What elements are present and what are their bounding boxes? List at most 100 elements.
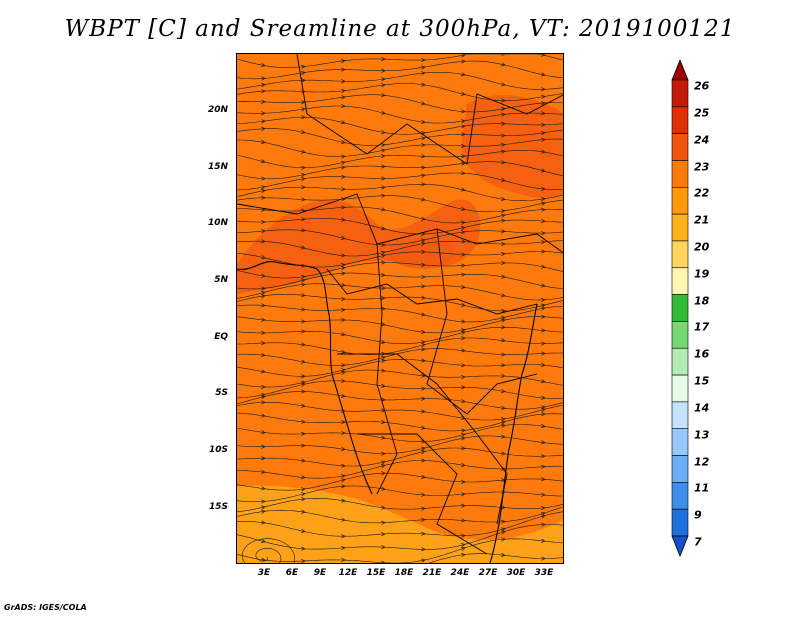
streamline xyxy=(237,472,563,491)
streamline-arrow xyxy=(461,503,466,508)
streamline-arrow xyxy=(341,307,346,313)
colorbar-segment xyxy=(671,133,689,161)
streamline-arrow xyxy=(541,522,546,527)
streamline-arrow xyxy=(381,154,386,159)
colorbar-segment xyxy=(671,401,689,430)
streamline xyxy=(237,60,563,80)
latitude-tick-label: 10N xyxy=(207,218,228,228)
country-borders xyxy=(237,54,563,555)
streamline-arrow xyxy=(301,431,306,436)
streamline-arrow xyxy=(261,330,266,336)
streamline xyxy=(237,128,563,146)
streamline-arrow xyxy=(421,131,426,136)
streamline-arrow xyxy=(541,454,546,459)
streamline-arrow xyxy=(301,149,306,154)
streamline-arrow xyxy=(381,435,386,440)
wbpt-warm-region-west xyxy=(237,199,481,294)
streamline-arrow xyxy=(501,352,506,357)
streamline-arrow xyxy=(341,283,346,288)
streamline-arrow xyxy=(501,389,506,394)
streamline-arrow xyxy=(501,308,506,314)
streamline-arrow xyxy=(341,545,346,551)
streamline-arrow xyxy=(421,386,426,391)
wbpt-cool-region-south xyxy=(237,485,563,563)
streamline-arrow xyxy=(501,160,506,165)
streamline-arrow xyxy=(541,87,546,92)
streamline-arrow xyxy=(541,94,546,99)
streamline-arrow xyxy=(301,78,306,83)
streamline-arrow xyxy=(301,165,306,170)
streamline xyxy=(237,402,563,421)
streamline xyxy=(237,251,563,268)
streamline-arrow xyxy=(541,240,546,245)
streamline xyxy=(237,304,563,323)
streamline-arrow xyxy=(541,249,546,254)
streamline-arrow xyxy=(421,241,426,246)
streamline-arrow xyxy=(301,177,306,182)
streamline-arrow xyxy=(461,446,466,451)
streamline-arrow xyxy=(541,477,546,482)
streamline-arrow xyxy=(501,62,506,67)
streamline-arrow xyxy=(541,168,546,173)
colorbar-tick-label: 23 xyxy=(694,160,710,173)
streamline xyxy=(237,424,563,442)
longitude-tick-label: 30E xyxy=(506,568,526,578)
streamline-arrow xyxy=(341,478,346,483)
streamline-arrow xyxy=(261,89,266,94)
streamline-arrow xyxy=(461,119,466,124)
colorbar-segment xyxy=(671,79,689,108)
streamline-arrow xyxy=(461,124,466,129)
streamline-arrow xyxy=(541,408,546,413)
streamline-arrow xyxy=(541,137,546,142)
streamline xyxy=(428,553,563,563)
streamline-arrow xyxy=(541,207,546,212)
streamline xyxy=(237,138,563,157)
streamline-arrow xyxy=(301,115,306,120)
streamline-arrow xyxy=(381,142,386,148)
streamline-arrow xyxy=(341,266,346,271)
streamline xyxy=(237,195,563,213)
streamline-arrow xyxy=(501,527,506,532)
longitude-tick-label: 15E xyxy=(366,568,386,578)
colorbar-tick-label: 17 xyxy=(694,320,710,334)
streamline xyxy=(237,369,563,388)
streamline-arrow xyxy=(261,352,266,358)
streamline-arrow xyxy=(461,132,466,137)
streamline-arrow xyxy=(341,88,346,93)
streamline-arrow xyxy=(341,463,346,468)
streamline-arrow xyxy=(461,252,466,257)
streamline-arrow xyxy=(261,239,266,244)
colorbar-tick-label: 24 xyxy=(694,133,710,147)
streamline-arrow xyxy=(381,544,386,550)
streamline xyxy=(237,538,563,563)
streamline xyxy=(237,485,563,502)
streamline-arrow xyxy=(341,262,346,267)
streamline-arrow xyxy=(421,562,422,563)
streamline-arrow xyxy=(541,506,546,511)
streamline-arrow xyxy=(501,537,506,542)
streamline-arrow xyxy=(381,253,386,258)
streamline-arrow xyxy=(261,76,266,81)
streamline-arrow xyxy=(341,79,346,84)
streamline-arrow xyxy=(301,528,306,533)
streamline-arrow xyxy=(341,197,346,202)
streamline-arrow xyxy=(461,154,466,159)
streamline xyxy=(237,184,563,201)
streamline-arrow xyxy=(501,338,506,343)
streamline-arrow xyxy=(301,419,306,424)
colorbar-tick-label: 7 xyxy=(694,535,702,549)
streamline-arrow xyxy=(421,82,426,87)
streamline-arrow xyxy=(461,533,466,538)
streamline xyxy=(237,172,563,191)
streamline-arrow xyxy=(301,100,306,105)
streamline-arrow xyxy=(421,65,426,70)
streamline-arrow xyxy=(501,489,506,495)
streamline-arrow xyxy=(421,492,426,497)
streamline-arrow xyxy=(341,165,346,170)
streamline xyxy=(237,94,563,113)
streamline-arrow xyxy=(301,228,306,233)
colorbar-tick-label: 13 xyxy=(694,428,710,442)
streamline-arrow xyxy=(381,185,386,190)
streamline xyxy=(237,327,563,344)
streamline-arrow xyxy=(301,558,306,563)
